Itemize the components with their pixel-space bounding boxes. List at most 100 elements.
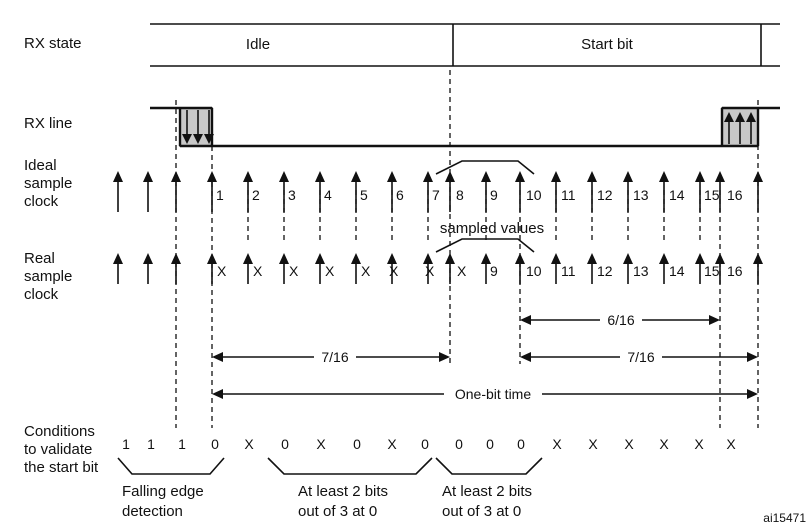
ideal-sample-numbers: 1 2 3 4 5 6 7 8 9 10 11 12 13 14 15 16 (216, 187, 743, 203)
real-sample-numbers: X X X X X X X X 9 10 11 12 13 14 15 16 (217, 263, 743, 279)
real-clock-arrow (515, 253, 525, 284)
real-sample-value: X (325, 263, 335, 279)
real-clock-arrow (279, 253, 289, 284)
ideal-sample-number: 15 (704, 187, 720, 203)
ideal-sample-number: 6 (396, 187, 404, 203)
ideal-sample-number: 14 (669, 187, 685, 203)
real-clock-arrow (695, 253, 705, 284)
real-sample-value: 10 (526, 263, 542, 279)
real-sample-value: X (425, 263, 435, 279)
real-sample-value: X (289, 263, 299, 279)
real-sample-value: 9 (490, 263, 498, 279)
real-clock-arrow (481, 253, 491, 284)
state-idle: Idle (246, 36, 270, 53)
real-clock-arrow (753, 253, 763, 284)
conditions-label-1: Conditions (24, 423, 95, 440)
conditions-label-2: to validate (24, 441, 92, 458)
condition-value: X (624, 436, 634, 452)
ideal-sample-number: 10 (526, 187, 542, 203)
real-clock-arrow (659, 253, 669, 284)
condition-value: 0 (486, 436, 494, 452)
ideal-clock-arrow (351, 171, 361, 212)
real-sample-value: 14 (669, 263, 685, 279)
measure-7-16-left (212, 347, 450, 365)
ideal-sample-number: 1 (216, 187, 224, 203)
real-sample-value: X (457, 263, 467, 279)
ideal-sample-number: 13 (633, 187, 649, 203)
real-sample-value: 12 (597, 263, 613, 279)
real-sample-value: X (361, 263, 371, 279)
real-clock-label-3: clock (24, 286, 59, 303)
conditions-label-3: the start bit (24, 459, 99, 476)
real-clock-arrow (587, 253, 597, 284)
real-clock-arrow (387, 253, 397, 284)
ideal-clock-arrow (423, 171, 433, 212)
sampled-values-bracket (435, 160, 535, 253)
condition-value: 1 (178, 436, 186, 452)
real-clock-label-1: Real (24, 250, 55, 267)
ideal-clock-arrow (695, 171, 705, 212)
measure-one-bit-time-label: One-bit time (455, 386, 531, 402)
figure-id: ai15471 (763, 511, 806, 525)
real-clock-arrow (315, 253, 325, 284)
condition-value: X (387, 436, 397, 452)
ideal-clock-label-3: clock (24, 193, 59, 210)
condition-value: X (659, 436, 669, 452)
ideal-sample-number: 7 (432, 187, 440, 203)
ideal-sample-number: 16 (727, 187, 743, 203)
condition-value: X (244, 436, 254, 452)
at-least-a-label-2: out of 3 at 0 (298, 503, 377, 520)
real-clock-arrow (113, 253, 123, 284)
real-clock-arrow (171, 253, 181, 284)
condition-value: 0 (211, 436, 219, 452)
ideal-sample-clock (113, 171, 763, 212)
ideal-sample-number: 12 (597, 187, 613, 203)
measure-7-16-right-label: 7/16 (627, 349, 654, 365)
ideal-clock-arrow (623, 171, 633, 212)
ideal-clock-label-1: Ideal (24, 157, 57, 174)
ideal-clock-label-2: sample (24, 175, 72, 192)
condition-value: 0 (353, 436, 361, 452)
rx-state-label: RX state (24, 35, 82, 52)
ideal-sample-number: 2 (252, 187, 260, 203)
real-clock-arrow (715, 253, 725, 284)
measure-6-16-label: 6/16 (607, 312, 634, 328)
condition-value: 0 (517, 436, 525, 452)
condition-value: 1 (122, 436, 130, 452)
real-sample-value: 13 (633, 263, 649, 279)
ideal-sample-number: 4 (324, 187, 332, 203)
ideal-clock-arrow (387, 171, 397, 212)
dashed-guides (175, 70, 759, 428)
condition-values: 1 1 1 0 X 0 X 0 X 0 0 0 0 X X X X X X (122, 436, 736, 452)
ideal-clock-arrow (587, 171, 597, 212)
ideal-clock-arrow (113, 171, 123, 212)
falling-edge-label-2: detection (122, 503, 183, 520)
ideal-clock-arrow (315, 171, 325, 212)
falling-edge-label-1: Falling edge (122, 483, 204, 500)
condition-value: X (694, 436, 704, 452)
real-sample-value: X (389, 263, 399, 279)
measure-one-bit-time (212, 384, 758, 402)
real-sample-value: X (253, 263, 263, 279)
ideal-clock-arrow (481, 171, 491, 212)
ideal-clock-arrow (515, 171, 525, 212)
measure-7-16-right (520, 347, 758, 365)
rx-state-bar (150, 23, 780, 67)
ideal-clock-arrow (753, 171, 763, 212)
condition-value: X (552, 436, 562, 452)
condition-value: 0 (281, 436, 289, 452)
real-clock-arrow (551, 253, 561, 284)
measure-6-16 (520, 310, 720, 328)
rx-line-label: RX line (24, 115, 72, 132)
real-clock-arrow (243, 253, 253, 284)
ideal-sample-number: 3 (288, 187, 296, 203)
real-sample-clock (113, 253, 763, 284)
real-clock-label-2: sample (24, 268, 72, 285)
condition-value: X (588, 436, 598, 452)
real-clock-arrow (445, 253, 455, 284)
ideal-clock-arrow (551, 171, 561, 212)
at-least-a-label-1: At least 2 bits (298, 483, 388, 500)
real-sample-value: 15 (704, 263, 720, 279)
condition-value: X (726, 436, 736, 452)
